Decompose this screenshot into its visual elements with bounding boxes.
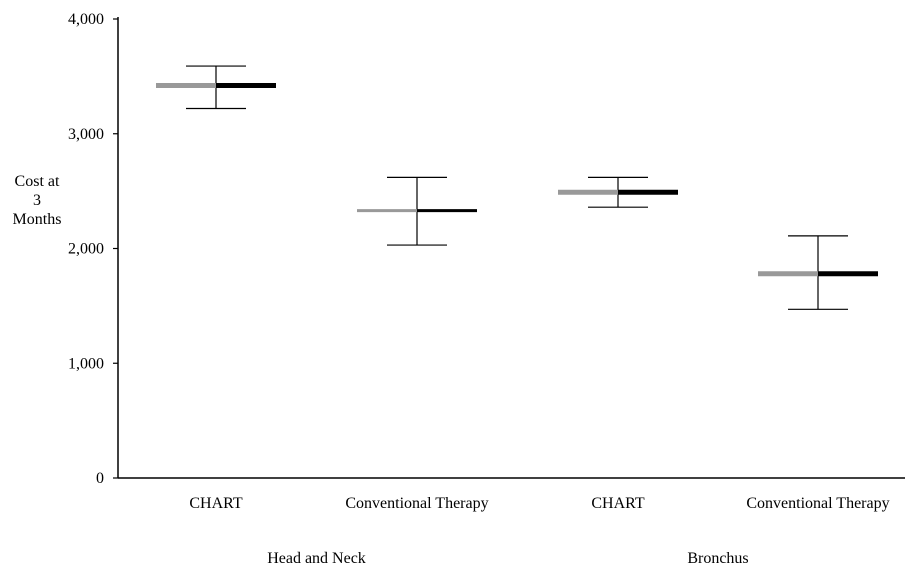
x-tick-label: Conventional Therapy [746,495,889,512]
y-axis-label: Cost at 3 Months [0,172,74,229]
y-tick-label: 2,000 [68,241,104,258]
x-tick-label: Conventional Therapy [345,495,488,512]
range-mark [156,65,276,110]
x-tick-label: CHART [591,495,644,512]
y-axis-label-line-2: 3 [33,192,41,209]
x-tick-labels: CHART Conventional Therapy CHART Convention… [189,495,889,512]
range-mark [357,176,477,246]
y-tick-label: 1,000 [68,355,104,372]
group-label: Bronchus [687,550,748,566]
group-labels: Head and Neck Bronchus [267,550,748,566]
y-axis-label-line-1: Cost at [14,173,60,190]
y-ticks: 0 1,000 2,000 3,000 4,000 [68,11,118,487]
range-mark [758,235,878,310]
chart-marks [156,65,878,310]
y-tick-label: 3,000 [68,126,104,143]
y-tick-label: 4,000 [68,11,104,28]
range-mark [558,176,678,208]
y-tick-label: 0 [96,470,104,487]
y-axis-label-line-3: Months [12,211,62,228]
group-label: Head and Neck [267,550,366,566]
x-tick-label: CHART [189,495,242,512]
